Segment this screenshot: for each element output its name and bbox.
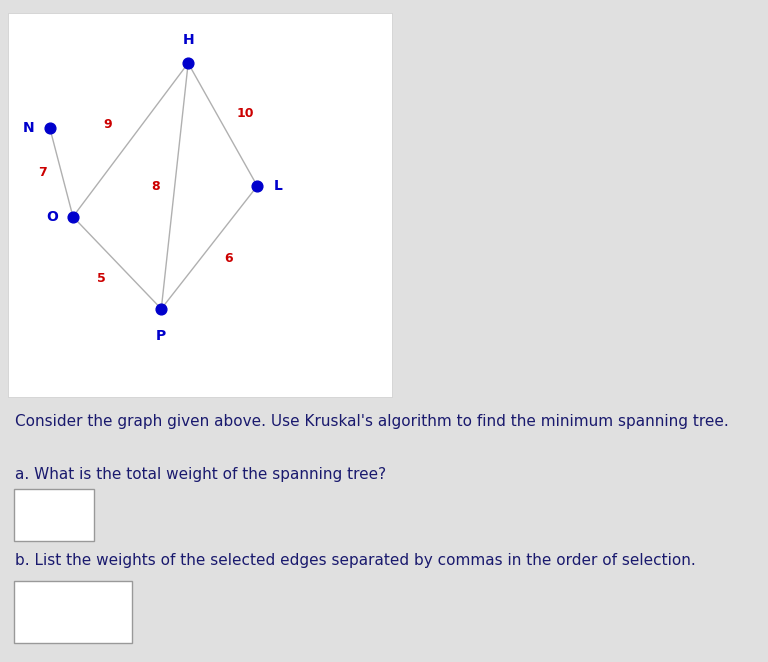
- Point: [67, 211, 79, 222]
- Point: [251, 181, 263, 191]
- Point: [155, 304, 167, 314]
- Text: H: H: [182, 33, 194, 47]
- Text: Consider the graph given above. Use Kruskal's algorithm to find the minimum span: Consider the graph given above. Use Krus…: [15, 414, 729, 429]
- Point: [182, 58, 194, 68]
- Text: 7: 7: [38, 166, 47, 179]
- Text: 9: 9: [103, 118, 112, 131]
- Text: 5: 5: [98, 271, 106, 285]
- Text: 8: 8: [151, 179, 160, 193]
- Text: 10: 10: [237, 107, 254, 120]
- Point: [44, 123, 56, 134]
- Text: a. What is the total weight of the spanning tree?: a. What is the total weight of the spann…: [15, 467, 386, 482]
- Text: 6: 6: [224, 252, 233, 265]
- Text: N: N: [23, 121, 35, 136]
- Text: O: O: [46, 210, 58, 224]
- Text: P: P: [156, 329, 167, 343]
- Text: L: L: [274, 179, 283, 193]
- Text: b. List the weights of the selected edges separated by commas in the order of se: b. List the weights of the selected edge…: [15, 553, 696, 568]
